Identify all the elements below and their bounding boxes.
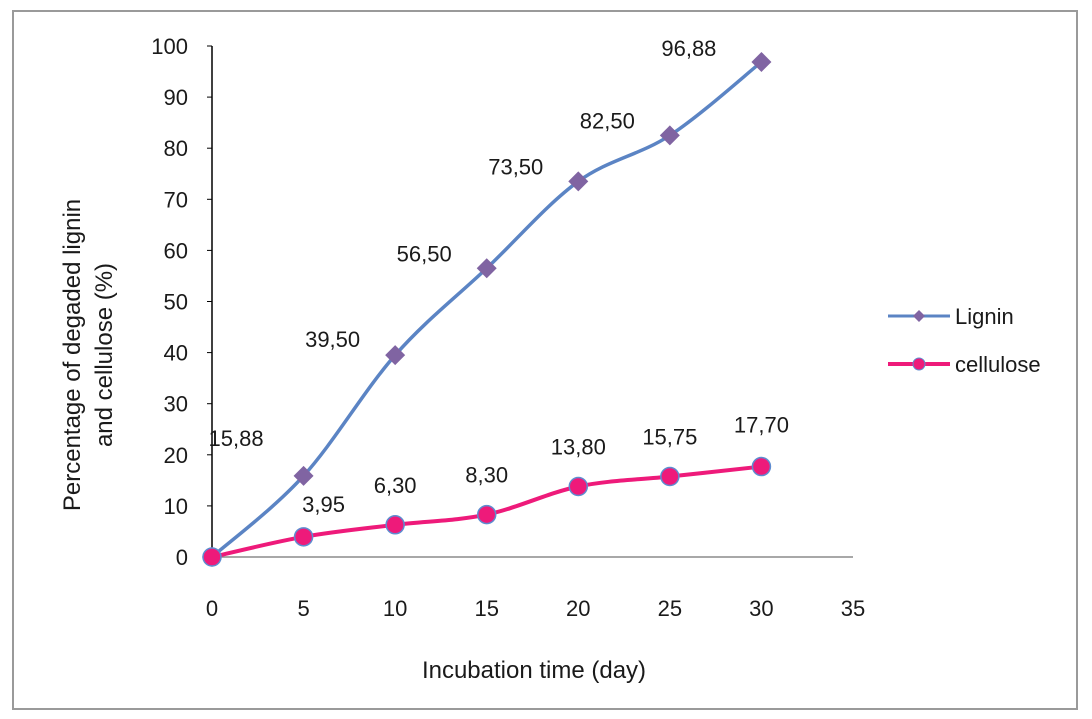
data-label-cellulose: 15,75 <box>642 425 697 450</box>
point-lignin <box>476 258 497 279</box>
data-label-lignin: 39,50 <box>305 327 360 352</box>
x-tick-label: 20 <box>566 596 590 621</box>
data-label-lignin: 96,88 <box>661 36 716 61</box>
data-label-lignin: 82,50 <box>580 108 635 133</box>
point-lignin <box>293 465 314 486</box>
y-tick-label: 90 <box>164 85 188 110</box>
chart-frame <box>12 10 1078 710</box>
data-label-cellulose: 3,95 <box>302 492 345 517</box>
point-cellulose <box>476 504 497 525</box>
legend-marker-lignin <box>913 310 925 322</box>
y-tick-label: 40 <box>164 341 188 366</box>
data-label-lignin: 56,50 <box>397 241 452 266</box>
legend-marker-cellulose <box>912 357 926 371</box>
data-label-cellulose: 8,30 <box>465 463 508 488</box>
point-cellulose <box>293 527 314 547</box>
y-tick-label: 30 <box>164 392 188 417</box>
point-cellulose <box>660 466 680 487</box>
x-tick-label: 35 <box>841 596 865 621</box>
data-label-cellulose: 17,70 <box>734 413 789 438</box>
y-tick-label: 50 <box>164 290 188 315</box>
data-label-lignin: 15,88 <box>209 426 264 451</box>
y-tick-label: 100 <box>151 34 188 59</box>
point-cellulose <box>568 476 589 497</box>
y-tick-label: 70 <box>164 187 188 212</box>
x-tick-label: 0 <box>206 596 218 621</box>
data-label-lignin: 73,50 <box>488 154 543 179</box>
point-cellulose <box>751 456 772 477</box>
legend-label-cellulose: cellulose <box>955 352 1041 377</box>
y-tick-label: 60 <box>164 238 188 263</box>
point-lignin <box>385 345 406 366</box>
axes: 0 10 20 30 40 50 60 70 80 90 100 0 5 10 15 20 25 30 35 <box>151 34 865 621</box>
x-tick-label: 10 <box>383 596 407 621</box>
y-tick-label: 20 <box>164 443 188 468</box>
legend-label-lignin: Lignin <box>955 304 1014 329</box>
x-axis-title: Incubation time (day) <box>422 657 646 684</box>
y-tick-label: 80 <box>164 136 188 161</box>
legend: Lignin cellulose <box>888 304 1041 377</box>
point-lignin <box>659 125 680 146</box>
point-lignin <box>568 171 589 192</box>
y-tick-label: 0 <box>176 545 188 570</box>
point-lignin <box>751 51 772 72</box>
x-tick-label: 30 <box>749 596 773 621</box>
y-axis-title-line1: Percentage of degaded lignin <box>59 199 86 511</box>
y-axis-title-line2: and cellulose (%) <box>91 263 118 447</box>
y-tick-label: 10 <box>164 494 188 519</box>
data-label-cellulose: 6,30 <box>374 473 417 498</box>
x-tick-label: 25 <box>658 596 682 621</box>
x-tick-label: 15 <box>474 596 498 621</box>
point-cellulose <box>202 547 222 567</box>
y-axis-title: Percentage of degaded lignin and cellulo… <box>59 199 118 511</box>
data-labels: 15,88 39,50 56,50 73,50 82,50 96,88 3,95 6,30 8,… <box>209 36 789 517</box>
x-tick-label: 5 <box>297 596 309 621</box>
series-layer <box>202 51 772 567</box>
data-label-cellulose: 13,80 <box>551 434 606 459</box>
point-cellulose <box>385 515 405 535</box>
